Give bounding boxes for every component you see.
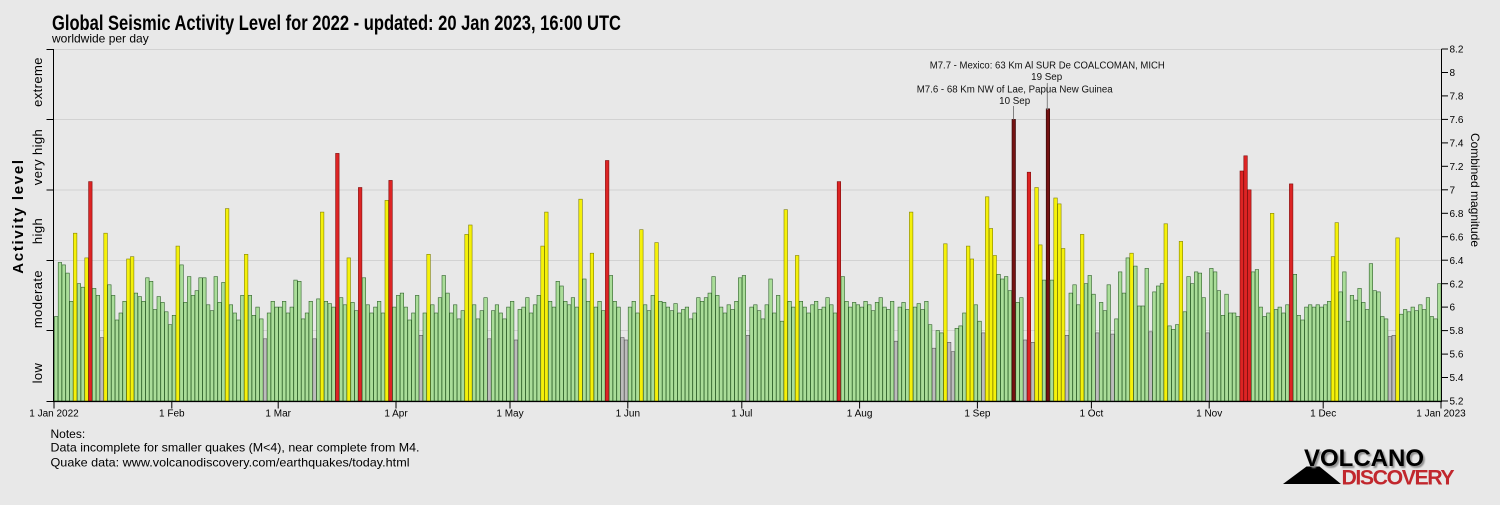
svg-text:5.8: 5.8 — [1450, 326, 1464, 337]
svg-text:VOLCANO: VOLCANO — [1304, 445, 1424, 472]
svg-text:Global Seismic Activity Level: Global Seismic Activity Level for 2022 -… — [52, 12, 621, 35]
svg-text:DISCOVERY: DISCOVERY — [1342, 465, 1455, 489]
svg-text:1 Apr: 1 Apr — [384, 409, 408, 420]
svg-text:very high: very high — [30, 129, 45, 185]
svg-text:6.2: 6.2 — [1450, 279, 1464, 290]
svg-text:1 Nov: 1 Nov — [1196, 409, 1222, 420]
svg-text:5.6: 5.6 — [1450, 350, 1464, 361]
svg-text:7.6: 7.6 — [1450, 115, 1464, 126]
svg-text:1 Mar: 1 Mar — [265, 409, 291, 420]
svg-text:Notes:: Notes: — [51, 427, 86, 441]
svg-text:6.8: 6.8 — [1450, 209, 1464, 220]
svg-text:1 Feb: 1 Feb — [159, 409, 185, 420]
svg-text:6.6: 6.6 — [1450, 232, 1464, 243]
svg-text:Activity level: Activity level — [10, 158, 27, 274]
svg-text:7.4: 7.4 — [1450, 139, 1464, 150]
svg-text:1 Aug: 1 Aug — [847, 409, 873, 420]
svg-text:high: high — [30, 218, 45, 244]
svg-text:Quake data: www.volcanodiscove: Quake data: www.volcanodiscovery.com/ear… — [51, 456, 410, 470]
svg-text:1 Jun: 1 Jun — [616, 409, 640, 420]
svg-text:1 Jan 2023: 1 Jan 2023 — [1416, 409, 1466, 420]
svg-text:M7.7 - Mexico: 63 Km Al SUR De: M7.7 - Mexico: 63 Km Al SUR De COALCOMAN… — [930, 60, 1165, 71]
svg-text:6: 6 — [1450, 303, 1456, 314]
svg-text:1 Jul: 1 Jul — [731, 409, 752, 420]
svg-text:1 Jan 2022: 1 Jan 2022 — [29, 409, 79, 420]
svg-text:7.8: 7.8 — [1450, 92, 1464, 103]
svg-text:7: 7 — [1450, 185, 1456, 196]
svg-text:5.2: 5.2 — [1450, 397, 1464, 408]
svg-text:7.2: 7.2 — [1450, 162, 1464, 173]
svg-text:8: 8 — [1450, 68, 1456, 79]
svg-text:extreme: extreme — [30, 57, 45, 107]
svg-text:19 Sep: 19 Sep — [1031, 72, 1063, 83]
svg-text:1 Sep: 1 Sep — [964, 409, 991, 420]
svg-text:worldwide per day: worldwide per day — [51, 32, 149, 46]
svg-text:Data incomplete for smaller qu: Data incomplete for smaller quakes (M<4)… — [51, 441, 420, 455]
svg-text:Combined magnitude: Combined magnitude — [1468, 133, 1482, 247]
svg-text:VOLCANO: VOLCANO — [1306, 447, 1426, 474]
svg-text:M7.6 - 68 Km NW of Lae, Papua: M7.6 - 68 Km NW of Lae, Papua New Guinea — [917, 84, 1114, 95]
svg-text:1 Dec: 1 Dec — [1310, 409, 1336, 420]
svg-text:moderate: moderate — [30, 270, 45, 328]
svg-text:1 Oct: 1 Oct — [1079, 409, 1103, 420]
svg-text:8.2: 8.2 — [1450, 45, 1464, 56]
svg-text:5.4: 5.4 — [1450, 373, 1464, 384]
svg-text:low: low — [30, 362, 45, 383]
svg-text:6.4: 6.4 — [1450, 256, 1464, 267]
svg-text:10 Sep: 10 Sep — [999, 96, 1031, 107]
svg-text:1 May: 1 May — [496, 409, 523, 420]
